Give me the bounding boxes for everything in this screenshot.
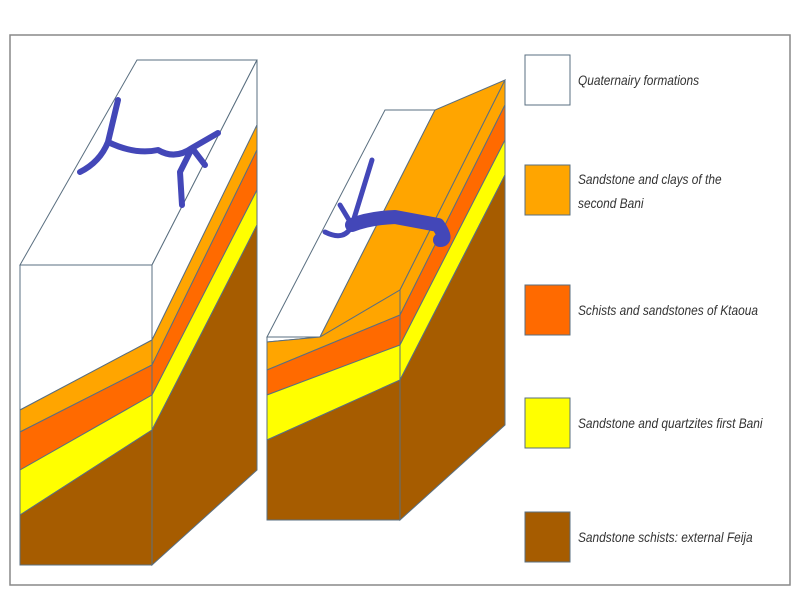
rock-layer [151,224,258,567]
legend-swatch [524,164,571,216]
legend-label: Quaternairy formations [578,72,700,88]
legend-swatch [524,284,571,336]
legend-label: Sandstone schists: external Feija [578,529,753,545]
legend-label: Sandstone and quartzites first Bani [578,415,763,431]
legend-label: Schists and sandstones of Ktaoua [578,302,758,318]
legend-swatch [524,511,571,563]
frame [9,34,791,586]
rock-layer [399,174,506,522]
left-block [19,59,258,567]
legend-swatch [524,397,571,449]
legend-label: Sandstone and clays of the second Bani [578,171,722,211]
legend-swatch [524,54,571,106]
right-block [266,79,507,522]
